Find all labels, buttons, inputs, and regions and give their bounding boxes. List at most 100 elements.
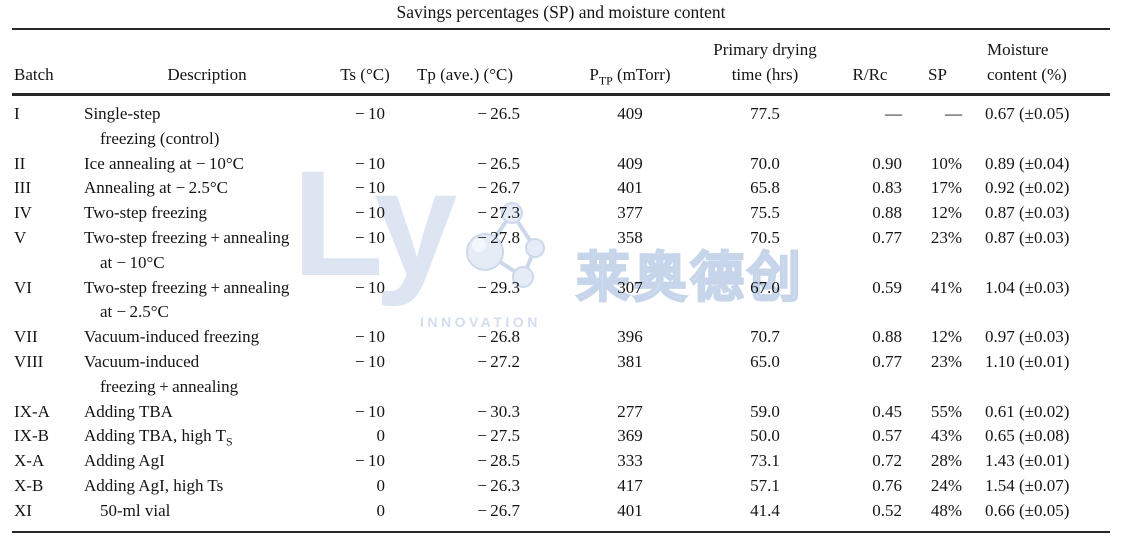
table-row: VII Vacuum-induced freezing − 10 − 26.8 396 7… [12, 325, 1110, 350]
cell-ts: 0 [376, 475, 386, 495]
cell-sp: 43% [930, 426, 962, 446]
description-line1: Adding AgI, high Ts [84, 475, 224, 495]
cell-sp: 48% [930, 500, 962, 520]
cell-sp: 23% [930, 227, 962, 247]
cell-time: 67.0 [750, 277, 780, 297]
cell-time: 75.5 [750, 203, 780, 223]
cell-batch: IV [14, 203, 32, 223]
table-row: VIII Vacuum-induced freezing + annealing − … [12, 350, 1110, 400]
cell-moist: 1.43 (±0.01) [985, 451, 1070, 471]
cell-rrc: 0.90 [872, 153, 902, 173]
cell-ptp: 409 [617, 153, 643, 173]
header-ts: Ts (°C) [330, 29, 400, 96]
cell-sp: 55% [930, 401, 962, 421]
cell-description: Adding TBA, high TS [82, 424, 330, 449]
cell-batch: X-A [14, 451, 45, 471]
cell-time: 73.1 [750, 451, 780, 471]
cell-batch: V [14, 227, 27, 247]
cell-batch: IX-A [14, 401, 50, 421]
header-tp: Tp (ave.) (°C) [400, 29, 530, 96]
cell-description: Vacuum-induced freezing + annealing [82, 350, 330, 400]
table-row: IX-B Adding TBA, high TS 0 − 27.5 369 50.0 0.5… [12, 424, 1110, 449]
description-line1: 50-ml vial [100, 500, 171, 520]
cell-batch: I [14, 104, 20, 123]
cell-time: 59.0 [750, 401, 780, 421]
cell-batch: II [14, 153, 26, 173]
cell-moist: 0.97 (±0.03) [985, 327, 1070, 347]
description-line2: at − 2.5°C [100, 302, 169, 322]
cell-ptp: 409 [617, 104, 643, 123]
cell-moist: 0.66 (±0.05) [985, 500, 1070, 520]
cell-moist: 0.61 (±0.02) [985, 401, 1070, 421]
cell-tp: − 28.5 [477, 451, 520, 471]
description-line1: Adding AgI [84, 451, 165, 471]
cell-sp: 41% [930, 277, 962, 297]
table-body: I Single-step freezing (control) − 10 − 26.5… [12, 95, 1110, 532]
description-line1: Vacuum-induced freezing [84, 327, 260, 347]
cell-tp: − 26.5 [477, 153, 520, 173]
cell-description: Annealing at − 2.5°C [82, 176, 330, 201]
cell-moist: 0.92 (±0.02) [985, 178, 1070, 198]
table-row: IV Two-step freezing − 10 − 27.3 377 75.5 0.88… [12, 201, 1110, 226]
cell-ts: 0 [376, 426, 386, 446]
header-moisture-line2: content (%) [987, 64, 1067, 84]
cell-sp: 28% [930, 451, 962, 471]
cell-batch: X-B [14, 475, 44, 495]
cell-rrc: 0.88 [872, 327, 902, 347]
cell-description: Two-step freezing + annealing at − 10°C [82, 226, 330, 276]
header-sp: SP [910, 29, 965, 96]
cell-tp: − 26.3 [477, 475, 520, 495]
cell-ts: 0 [376, 500, 386, 520]
cell-ts: − 10 [355, 351, 385, 371]
cell-ptp: 401 [617, 500, 643, 520]
cell-ts: − 10 [355, 277, 385, 297]
cell-ts: − 10 [355, 451, 385, 471]
cell-ts: − 10 [355, 203, 385, 223]
cell-time: 65.0 [750, 351, 780, 371]
cell-rrc: 0.59 [872, 277, 902, 297]
cell-ptp: 358 [617, 227, 643, 247]
header-drying-time-line1: Primary drying [713, 40, 817, 59]
table-header: Batch Description Ts (°C) Tp (ave.) (°C)… [12, 29, 1110, 96]
cell-ptp: 401 [617, 178, 643, 198]
cell-rrc: 0.76 [872, 475, 902, 495]
header-moisture-line1: Moisture [987, 40, 1049, 59]
cell-ts: − 10 [355, 227, 385, 247]
cell-moist: 0.87 (±0.03) [985, 227, 1070, 247]
cell-description: Two-step freezing + annealing at − 2.5°C [82, 276, 330, 326]
header-batch: Batch [12, 29, 82, 96]
description-line1: Single-step [84, 104, 161, 123]
cell-sp: 24% [930, 475, 962, 495]
cell-rrc: 0.88 [872, 203, 902, 223]
cell-rrc: 0.57 [872, 426, 902, 446]
cell-ts: − 10 [355, 178, 385, 198]
cell-tp: − 26.7 [477, 500, 520, 520]
cell-rrc: 0.72 [872, 451, 902, 471]
cell-ts: − 10 [355, 153, 385, 173]
table-row: X-A Adding AgI − 10 − 28.5 333 73.1 0.72 28% 1.4… [12, 449, 1110, 474]
cell-ptp: 417 [617, 475, 643, 495]
cell-batch: XI [14, 500, 32, 520]
table-row: III Annealing at − 2.5°C − 10 − 26.7 401 65.8… [12, 176, 1110, 201]
cell-time: 57.1 [750, 475, 780, 495]
cell-sp: 12% [930, 327, 962, 347]
cell-tp: − 29.3 [477, 277, 520, 297]
cell-ts: − 10 [355, 327, 385, 347]
table-row: XI 50-ml vial 0 − 26.7 401 41.4 0.52 48% 0.66 (±… [12, 499, 1110, 532]
table-row: I Single-step freezing (control) − 10 − 26.5… [12, 95, 1110, 152]
description-line1: Adding TBA, high TS [84, 426, 233, 449]
cell-ts: − 10 [355, 401, 385, 421]
cell-ptp: 396 [617, 327, 643, 347]
description-line2: freezing (control) [100, 128, 220, 148]
cell-time: 70.5 [750, 227, 780, 247]
cell-description: Vacuum-induced freezing [82, 325, 330, 350]
cell-moist: 0.87 (±0.03) [985, 203, 1070, 223]
cell-ptp: 377 [617, 203, 643, 223]
table-title: Savings percentages (SP) and moisture co… [396, 2, 726, 22]
cell-description: Adding TBA [82, 400, 330, 425]
header-moisture: Moisture content (%) [965, 29, 1110, 96]
cell-sp: 12% [930, 203, 962, 223]
table-row: IX-A Adding TBA − 10 − 30.3 277 59.0 0.45 55% 0.… [12, 400, 1110, 425]
cell-ptp: 307 [617, 277, 643, 297]
